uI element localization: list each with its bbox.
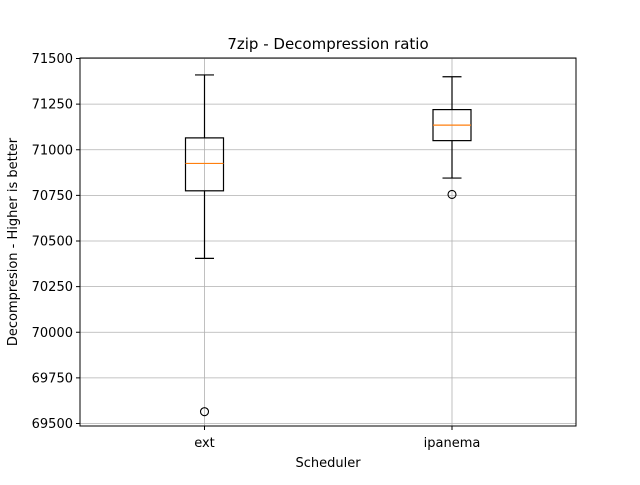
x-axis: ext ipanema bbox=[194, 426, 480, 451]
box-ext bbox=[184, 74, 225, 417]
y-tick-label: 69500 bbox=[32, 417, 73, 432]
x-tick-label-ext: ext bbox=[194, 436, 215, 451]
y-tick-label: 69750 bbox=[32, 371, 73, 386]
plot-area-frame bbox=[79, 57, 577, 427]
y-tick-label: 70000 bbox=[32, 326, 73, 341]
y-tick-label: 71500 bbox=[32, 52, 73, 67]
iqr-box bbox=[184, 137, 225, 192]
grid-lines bbox=[80, 58, 576, 426]
x-tick-label-ipanema: ipanema bbox=[424, 436, 481, 451]
outlier-point bbox=[447, 189, 457, 200]
x-axis-label: Scheduler bbox=[295, 456, 361, 471]
boxes bbox=[184, 74, 472, 417]
chart-title: 7zip - Decompression ratio bbox=[227, 35, 428, 53]
y-axis-label: Decompresion - Higher is better bbox=[6, 137, 21, 346]
y-tick-label: 71000 bbox=[32, 143, 73, 158]
y-tick-label: 70250 bbox=[32, 280, 73, 295]
box-ipanema bbox=[432, 76, 472, 200]
y-tick-label: 70750 bbox=[32, 189, 73, 204]
outlier-point bbox=[199, 407, 210, 417]
y-tick-label: 71250 bbox=[32, 98, 73, 113]
y-tick-label: 70500 bbox=[32, 235, 73, 250]
y-axis: 69500 69750 70000 70250 70500 70750 71000 71250… bbox=[32, 52, 80, 432]
